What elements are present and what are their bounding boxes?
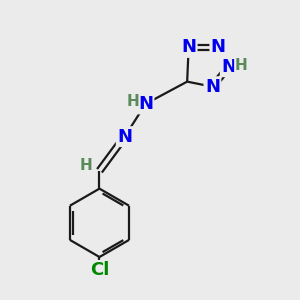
Text: N: N <box>221 58 236 76</box>
Text: N: N <box>138 95 153 113</box>
Text: N: N <box>117 128 132 146</box>
Text: H: H <box>235 58 247 73</box>
Text: H: H <box>80 158 92 173</box>
Text: N: N <box>181 38 196 56</box>
Text: N: N <box>205 78 220 96</box>
Text: Cl: Cl <box>90 261 109 279</box>
Text: H: H <box>127 94 140 109</box>
Text: N: N <box>211 38 226 56</box>
